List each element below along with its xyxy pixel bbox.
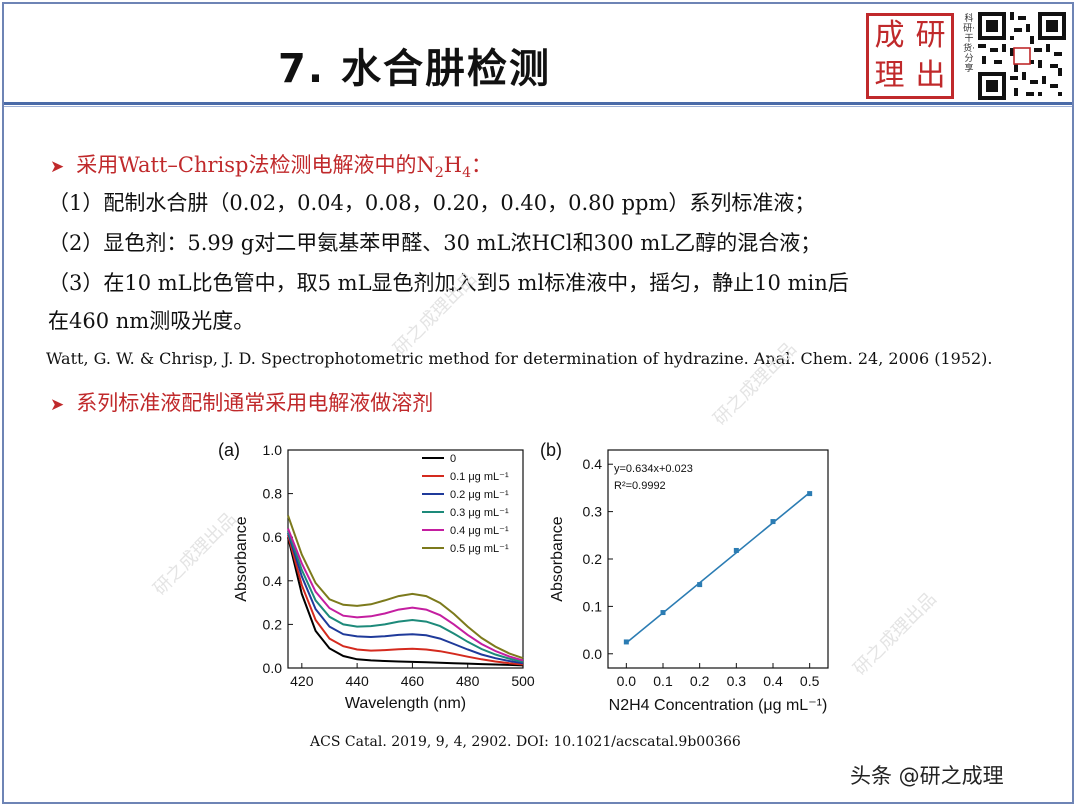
bullet1-prefix: 采用Watt–Chrisp法检测电解液中的N — [76, 153, 435, 177]
header-divider-thin — [4, 106, 1072, 107]
plot-a-xtick-label: 440 — [345, 673, 369, 689]
brand-seal-logo: 成 研 理 出 — [866, 13, 954, 99]
plot-a-xtick-label: 500 — [511, 673, 535, 689]
data-point — [697, 582, 703, 588]
legend-label-2: 0.2 μg mL⁻¹ — [450, 489, 509, 501]
plot-a-ytick-label: 0.0 — [263, 660, 283, 676]
plot-a-ytick-label: 0.2 — [263, 616, 283, 632]
step-2-text: （2）显色剂：5.99 g对二甲氨基苯甲醛、30 mL浓HCl和300 mL乙醇… — [48, 231, 822, 255]
plot-b-xtick-label: 0.1 — [653, 673, 673, 689]
step-3-continued: 在460 nm测吸光度。 — [48, 309, 255, 333]
spectrum-line-2 — [287, 532, 524, 665]
plot-a-ylabel: Absorbance — [233, 516, 250, 601]
spectrum-line-1 — [287, 534, 524, 666]
plot-b-xtick-label: 0.3 — [727, 673, 747, 689]
plot-a-ytick-label: 0.8 — [263, 486, 283, 502]
legend-label-4: 0.4 μg mL⁻¹ — [450, 525, 509, 537]
plot-b-ytick-label: 0.0 — [583, 646, 603, 662]
plot-b-xlabel: N2H4 Concentration (μg mL⁻¹) — [609, 697, 828, 714]
plot-a-xlabel: Wavelength (nm) — [345, 695, 466, 712]
plot-b-ytick-label: 0.4 — [583, 456, 603, 472]
spectrum-line-3 — [287, 530, 524, 663]
reference-citation: Watt, G. W. & Chrisp, J. D. Spectrophoto… — [46, 349, 993, 368]
legend-label-0: 0 — [450, 453, 456, 465]
plot-a-xtick-label: 480 — [456, 673, 480, 689]
spectrum-line-4 — [287, 528, 524, 662]
data-point — [807, 491, 813, 497]
plot-b-ytick-label: 0.1 — [583, 598, 603, 614]
plot-a-panel-label: (a) — [218, 440, 240, 460]
fit-annotation-1: R²=0.9992 — [614, 480, 666, 492]
plot-b-xtick-label: 0.5 — [800, 673, 820, 689]
seal-char-2: 研 — [915, 18, 946, 53]
spectrum-line-0 — [287, 536, 524, 667]
bullet1-sub-4: 4 — [462, 165, 472, 182]
plot-b-xtick-label: 0.2 — [690, 673, 710, 689]
fit-line — [625, 492, 811, 644]
arrow-bullet-icon: ➤ — [50, 395, 65, 415]
legend-label-3: 0.3 μg mL⁻¹ — [450, 507, 509, 519]
plot-b-xtick-label: 0.4 — [763, 673, 783, 689]
qr-code-icon — [978, 12, 1066, 100]
bullet-solvent-note: ➤ 系列标准液配制通常采用电解液做溶剂 — [50, 387, 433, 417]
arrow-bullet-icon: ➤ — [50, 157, 65, 177]
data-point — [660, 610, 666, 616]
plot-b-panel-label: (b) — [540, 440, 562, 460]
seal-char-3: 理 — [874, 58, 905, 93]
bullet1-sub-2: 2 — [434, 165, 444, 182]
slide-title: 7. 水合肼检测 — [278, 46, 551, 92]
plot-a-ytick-label: 0.4 — [263, 573, 283, 589]
plot-b-xtick-label: 0.0 — [617, 673, 637, 689]
bullet-watt-chrisp: ➤ 采用Watt–Chrisp法检测电解液中的N2H4： — [50, 149, 492, 181]
bullet1-suffix: ： — [471, 153, 493, 177]
seal-char-4: 出 — [915, 58, 946, 93]
doi-citation: ACS Catal. 2019, 9, 4, 2902. DOI: 10.102… — [310, 734, 741, 750]
attribution-handle: 头条 @研之成理 — [850, 764, 1004, 788]
step-1-text: （1）配制水合肼（0.02，0.04，0.08，0.20，0.40，0.80 p… — [48, 191, 816, 215]
legend-label-1: 0.1 μg mL⁻¹ — [450, 471, 509, 483]
seal-char-1: 成 — [874, 18, 905, 53]
data-point — [623, 639, 629, 645]
bullet1-h: H — [443, 153, 463, 177]
fit-annotation-0: y=0.634x+0.023 — [614, 463, 693, 475]
plot-a-xtick-label: 460 — [401, 673, 425, 689]
data-point — [733, 547, 739, 553]
spectrum-line-5 — [287, 515, 524, 660]
absorbance-figure: 420 440 460 480 500 0.0 0.2 0.4 0.6 0.8 1.0 Wavelen… — [218, 440, 829, 714]
plot-a-xtick-label: 420 — [290, 673, 314, 689]
plot-a-ytick-label: 1.0 — [263, 442, 283, 458]
step-3-text: （3）在10 mL比色管中，取5 mL显色剂加入到5 ml标准液中，摇匀，静止1… — [48, 271, 849, 295]
header-divider — [4, 102, 1072, 105]
plot-b-ylabel: Absorbance — [549, 516, 566, 601]
plot-a-ytick-label: 0.6 — [263, 529, 283, 545]
plot-a-frame — [287, 449, 524, 669]
slide-header — [4, 4, 1072, 102]
brand-motto: 科研·干货·分享 — [963, 14, 975, 74]
data-point — [770, 519, 776, 525]
plot-b-ytick-label: 0.2 — [583, 551, 603, 567]
bullet2-text: 系列标准液配制通常采用电解液做溶剂 — [76, 391, 434, 415]
plot-b-ytick-label: 0.3 — [583, 504, 603, 520]
legend-label-5: 0.5 μg mL⁻¹ — [450, 543, 509, 555]
